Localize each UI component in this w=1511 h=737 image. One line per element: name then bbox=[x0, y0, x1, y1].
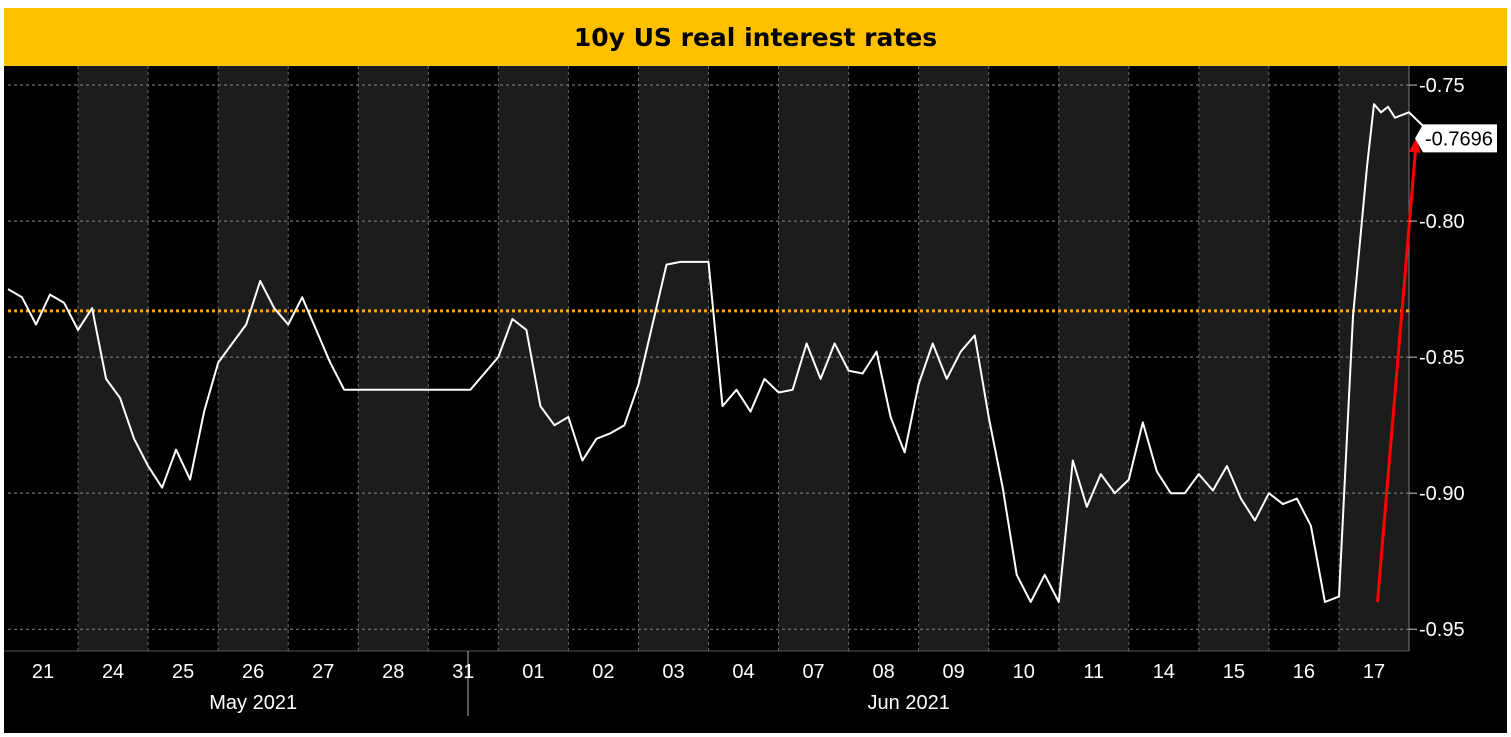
x-tick-label: 07 bbox=[802, 661, 824, 683]
y-tick-label: -0.75 bbox=[1419, 75, 1465, 97]
x-tick-label: 25 bbox=[172, 661, 194, 683]
y-tick-label: -0.95 bbox=[1419, 619, 1465, 641]
chart-title-bar: 10y US real interest rates bbox=[4, 8, 1507, 66]
day-band bbox=[1058, 66, 1129, 651]
x-tick-label: 11 bbox=[1083, 661, 1104, 683]
x-tick-label: 09 bbox=[943, 661, 965, 683]
day-band bbox=[498, 66, 569, 651]
grid-lines bbox=[8, 66, 1409, 651]
x-tick-label: 17 bbox=[1363, 661, 1385, 683]
x-tick-label: 31 bbox=[452, 661, 474, 683]
day-band bbox=[218, 66, 289, 651]
day-band bbox=[78, 66, 149, 651]
x-tick-label: 02 bbox=[592, 661, 614, 683]
month-label: May 2021 bbox=[209, 692, 297, 714]
x-tick-label: 27 bbox=[312, 661, 334, 683]
y-tick-label: -0.85 bbox=[1419, 347, 1465, 369]
last-value-box bbox=[1415, 124, 1497, 153]
x-tick-label: 01 bbox=[522, 661, 544, 683]
x-tick-label: 28 bbox=[382, 661, 404, 683]
day-band bbox=[638, 66, 709, 651]
y-tick-label: -0.80 bbox=[1419, 211, 1465, 233]
x-tick-label: 08 bbox=[873, 661, 895, 683]
series-line bbox=[7, 103, 1452, 603]
x-tick-label: 21 bbox=[32, 661, 54, 683]
x-tick-label: 10 bbox=[1013, 661, 1035, 683]
x-tick-label: 14 bbox=[1153, 661, 1175, 683]
day-band bbox=[358, 66, 429, 651]
day-band bbox=[918, 66, 989, 651]
day-bands bbox=[78, 66, 1409, 651]
x-tick-label: 16 bbox=[1293, 661, 1315, 683]
chart: -0.75 -0.80 -0.85 -0.90 -0.95 21 24 25 26 27 28 31… bbox=[4, 66, 1507, 733]
last-value-marker: -0.7696 bbox=[1415, 124, 1497, 153]
x-tick-label: 15 bbox=[1223, 661, 1245, 683]
x-tick-label: 03 bbox=[662, 661, 684, 683]
month-labels: May 2021 Jun 2021 bbox=[209, 692, 950, 714]
x-axis: 21 24 25 26 27 28 31 01 02 03 04 07 08 09 10 11 14 15 16 17 bbox=[32, 661, 1385, 683]
arrow-head bbox=[1408, 138, 1421, 153]
month-label: Jun 2021 bbox=[868, 692, 950, 714]
day-band bbox=[1198, 66, 1269, 651]
series-group bbox=[7, 103, 1452, 603]
y-tick-label: -0.90 bbox=[1419, 483, 1465, 505]
x-tick-label: 24 bbox=[102, 661, 124, 683]
last-value-label: -0.7696 bbox=[1425, 128, 1493, 150]
y-axis: -0.75 -0.80 -0.85 -0.90 -0.95 bbox=[1409, 75, 1465, 641]
x-tick-label: 26 bbox=[242, 661, 264, 683]
chart-title: 10y US real interest rates bbox=[573, 22, 938, 52]
x-tick-label: 04 bbox=[732, 661, 754, 683]
